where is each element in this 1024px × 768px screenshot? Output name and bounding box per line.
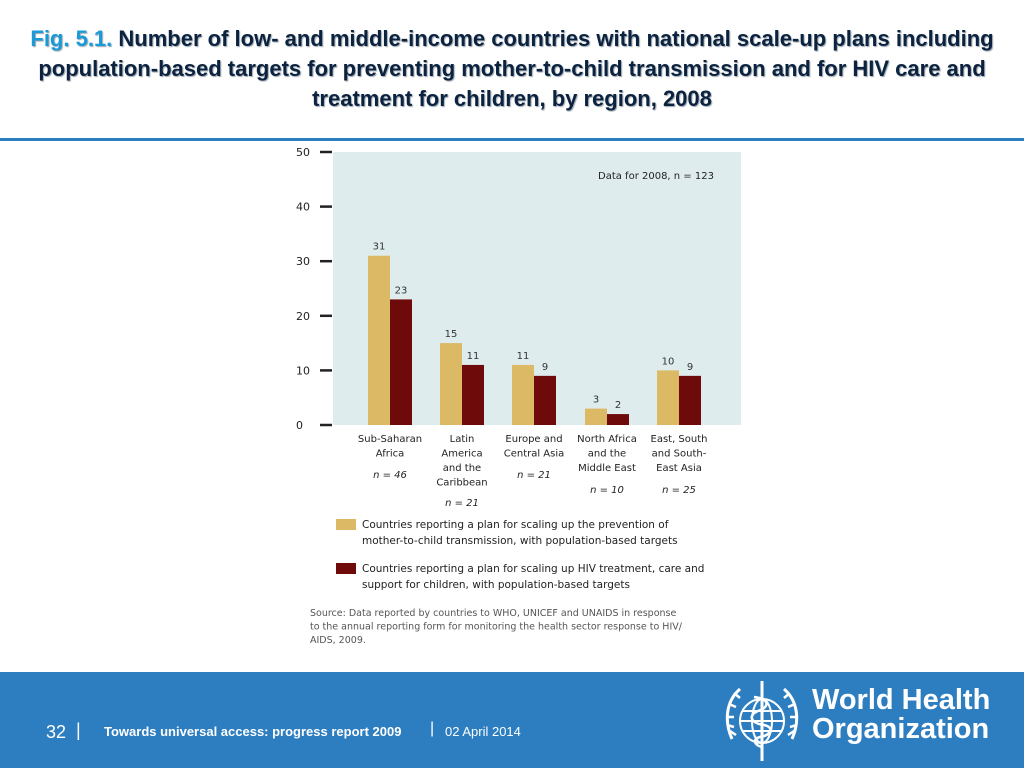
bar-series-2 [534,375,556,425]
y-tick-label: 10 [296,364,310,377]
bar-series-2 [462,364,484,425]
category-label: Caribbean [436,478,487,489]
bar-value-label: 31 [373,242,386,253]
bar-series-2 [390,299,412,425]
who-name-line2: Organization [812,713,990,745]
category-label: East Asia [656,463,702,474]
bar-value-label: 15 [445,329,458,340]
chart-note: Data for 2008, n = 123 [598,171,714,182]
bar-value-label: 10 [662,356,675,367]
category-n-label: n = 25 [662,485,696,496]
slide-title: Fig. 5.1. Number of low- and middle-inco… [0,24,1024,114]
category-label: Middle East [578,463,636,474]
who-emblem-icon [725,681,799,761]
bar-series-1 [368,255,390,425]
y-tick-label: 40 [296,201,310,214]
source-note: AIDS, 2009. [310,635,366,646]
bar-value-label: 23 [395,285,408,296]
bar-value-label: 9 [687,362,693,373]
category-label: East, South [651,434,708,445]
report-date: 02 April 2014 [445,724,521,739]
figure-label: Fig. 5.1. [30,26,113,51]
category-n-label: n = 10 [590,485,624,496]
bar-series-2 [679,375,701,425]
legend-label: support for children, with population-ba… [362,579,630,591]
footer-bar: 32 | Towards universal access: progress … [0,672,1024,768]
bar-series-1 [585,408,607,425]
bar-series-1 [440,343,462,425]
legend-label: Countries reporting a plan for scaling u… [362,563,704,575]
category-label: America [441,449,482,460]
legend-swatch [336,563,356,574]
source-note: to the annual reporting form for monitor… [310,622,683,633]
page-number: 32 [46,722,67,742]
legend-label: mother-to-child transmission, with popul… [362,535,678,547]
bar-value-label: 9 [542,362,548,373]
category-n-label: n = 21 [517,470,551,481]
bar-series-2 [607,414,629,425]
figure-title-text: Number of low- and middle-income countri… [38,26,994,111]
y-tick-label: 0 [296,419,303,432]
category-label: Europe and [505,434,562,445]
source-note: Source: Data reported by countries to WH… [310,608,676,619]
category-label: and the [443,463,481,474]
legend-label: Countries reporting a plan for scaling u… [362,519,669,531]
category-label: Africa [376,449,405,460]
footer-separator: | [76,720,81,740]
category-label: Latin [450,434,475,445]
bar-value-label: 11 [467,351,480,362]
legend-swatch [336,519,356,530]
who-wordmark: World Health Organization [812,686,1017,744]
category-n-label: n = 21 [445,498,479,509]
report-title: Towards universal access: progress repor… [104,724,402,739]
bar-value-label: 2 [615,400,621,411]
y-tick-label: 30 [296,255,310,268]
bar-series-1 [512,364,534,425]
bar-value-label: 11 [517,351,530,362]
category-label: Central Asia [504,449,565,460]
title-divider [0,138,1024,141]
category-label: and the [588,449,626,460]
footer-separator-2: | [430,720,435,737]
who-name-line1: World Health [812,684,991,716]
category-n-label: n = 46 [373,470,407,481]
y-tick-label: 20 [296,310,310,323]
bar-value-label: 3 [593,395,599,406]
bar-series-1 [657,370,679,425]
category-label: North Africa [577,434,637,445]
category-label: Sub-Saharan [358,434,422,445]
category-label: and South- [652,449,707,460]
y-tick-label: 50 [296,146,310,159]
